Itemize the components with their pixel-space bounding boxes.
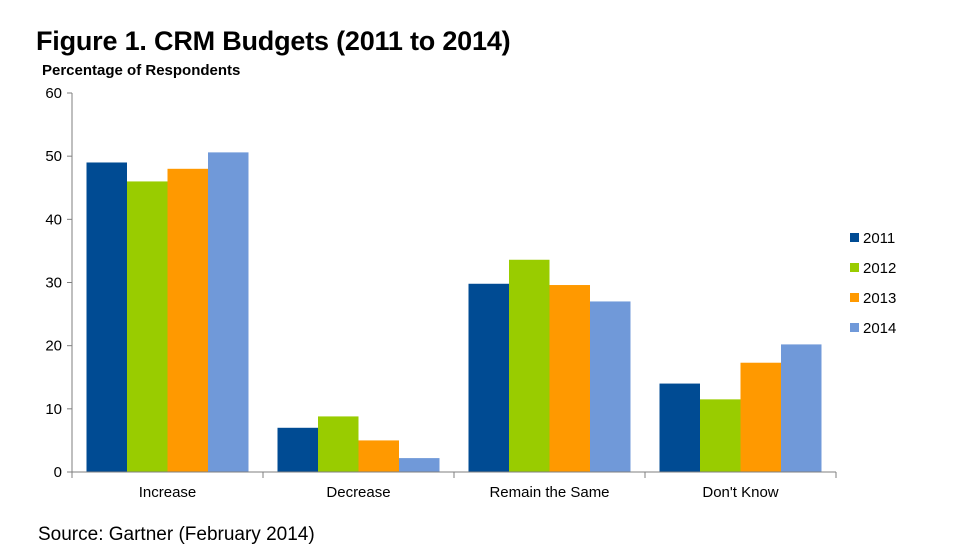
y-axis-title: Percentage of Respondents <box>42 62 240 79</box>
legend-swatch-2013 <box>850 293 859 302</box>
legend-label-2011: 2011 <box>863 230 895 247</box>
y-tick-label: 10 <box>45 401 62 418</box>
bar-2014-0 <box>208 152 249 473</box>
legend-label-2012: 2012 <box>863 260 896 277</box>
figure-title: Figure 1. CRM Budgets (2011 to 2014) <box>36 26 511 56</box>
bar-2012-0 <box>127 181 168 472</box>
y-tick-label: 0 <box>54 464 62 481</box>
bar-2014-1 <box>399 458 440 472</box>
bar-2011-0 <box>86 162 127 472</box>
y-tick-label: 60 <box>45 85 62 102</box>
source-note: Source: Gartner (February 2014) <box>38 524 315 545</box>
bar-2011-1 <box>277 427 318 472</box>
bar-2014-3 <box>781 344 822 472</box>
bar-2013-3 <box>740 362 781 472</box>
bar-chart: Percentage of Respondents 0102030405060 … <box>42 62 896 501</box>
bar-2014-2 <box>590 301 631 472</box>
y-tick-label: 50 <box>45 148 62 165</box>
bar-2012-3 <box>700 399 741 472</box>
y-tick-label: 30 <box>45 275 62 292</box>
legend: 2011 2012 2013 2014 <box>850 230 896 337</box>
x-category-label: Don't Know <box>702 484 778 501</box>
x-category-label: Remain the Same <box>489 484 609 501</box>
axes <box>71 93 837 478</box>
legend-swatch-2011 <box>850 233 859 242</box>
bar-2013-0 <box>167 168 208 473</box>
x-axis-labels: Increase Decrease Remain the Same Don't Kno… <box>139 484 779 501</box>
bar-2012-2 <box>509 259 550 472</box>
bar-2012-1 <box>318 416 359 472</box>
bar-2013-2 <box>549 285 590 472</box>
bars-group <box>86 152 822 473</box>
legend-swatch-2014 <box>850 323 859 332</box>
bar-2011-2 <box>468 283 509 472</box>
x-category-label: Decrease <box>326 484 390 501</box>
x-category-label: Increase <box>139 484 197 501</box>
legend-label-2013: 2013 <box>863 290 896 307</box>
bar-2011-3 <box>659 383 700 472</box>
legend-swatch-2012 <box>850 263 859 272</box>
y-tick-label: 20 <box>45 338 62 355</box>
y-axis-ticks: 0 10 20 30 40 50 60 <box>45 85 72 481</box>
y-tick-label: 40 <box>45 211 62 228</box>
bar-2013-1 <box>358 440 399 472</box>
legend-label-2014: 2014 <box>863 320 896 337</box>
